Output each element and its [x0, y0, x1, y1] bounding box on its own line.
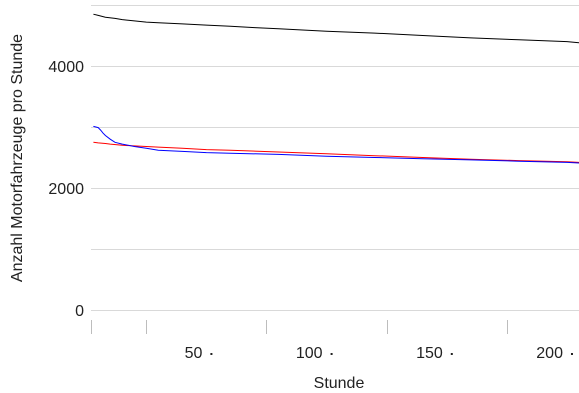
series-line-0	[93, 13, 579, 44]
y-axis-title: Anzahl Motorfahrzeuge pro Stunde	[9, 34, 26, 282]
x-tick-label-1: 100	[296, 345, 323, 362]
x-tick-label-0: 50	[185, 345, 203, 362]
y-tick-label-1: 2000	[48, 181, 84, 198]
x-tick-dot-3	[570, 353, 573, 355]
series-line-1	[93, 141, 579, 163]
x-axis-title: Stunde	[314, 375, 365, 392]
y-tick-label-0: 0	[75, 303, 84, 320]
y-tick-label-2: 4000	[48, 59, 84, 76]
x-tick-label-3: 200	[536, 345, 563, 362]
x-tick-label-2: 150	[416, 345, 443, 362]
x-tick-dot-1	[330, 353, 333, 355]
series-line-2	[93, 125, 579, 164]
x-axis-ticks	[91, 320, 508, 334]
series-lines	[93, 13, 579, 164]
x-tick-dot-2	[450, 353, 453, 355]
x-tick-dot-0	[210, 353, 213, 355]
grid-lines	[91, 5, 579, 311]
tick-labels: 0 2000 4000 50 100 150 200	[48, 59, 573, 362]
